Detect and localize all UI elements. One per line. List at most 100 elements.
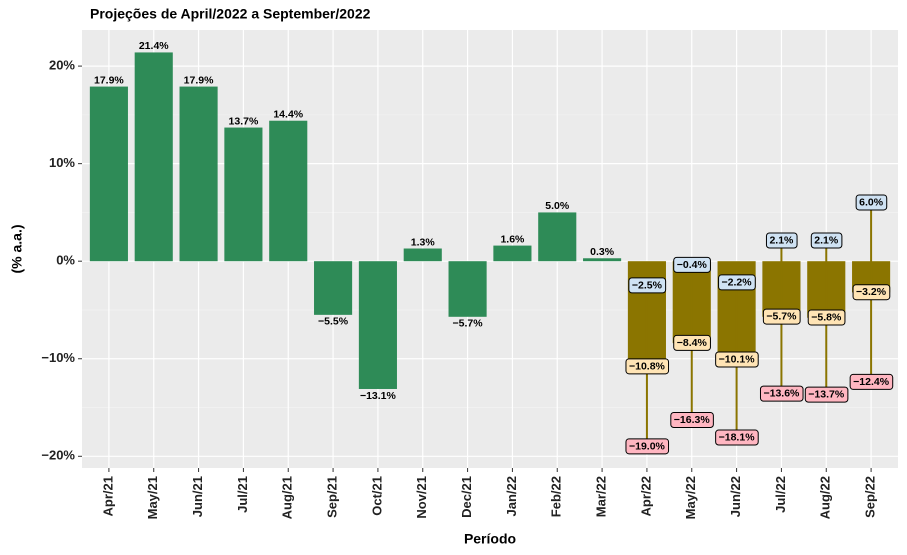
x-tick-label: May/21 [145, 476, 160, 519]
x-tick-label: Nov/21 [414, 476, 429, 519]
low-label: −13.6% [759, 385, 804, 402]
low-label: −16.3% [670, 411, 714, 428]
high-label: 6.0% [855, 194, 888, 211]
value-label-box [715, 351, 759, 368]
low-label: −18.1% [715, 429, 759, 446]
low-label: −13.6% [763, 388, 800, 400]
bar [179, 86, 218, 262]
high-label: 2.1% [769, 234, 794, 246]
x-tick-label: Feb/22 [549, 476, 564, 517]
x-tick-label: Jun/21 [190, 476, 205, 517]
value-label: −10.8% [625, 358, 670, 375]
bar [269, 120, 308, 262]
low-label-box [715, 429, 759, 446]
bar [224, 127, 263, 262]
high-label-box [765, 232, 798, 249]
x-tick-label: Apr/22 [638, 476, 653, 516]
low-label: −12.4% [849, 373, 894, 390]
value-label: −10.1% [715, 351, 759, 368]
value-label: −5.7% [453, 318, 484, 330]
value-label: −5.5% [318, 316, 349, 328]
value-label: −5.7% [762, 308, 801, 325]
value-label: −13.1% [360, 390, 397, 402]
low-label-box [804, 386, 849, 403]
x-tick-label: Aug/22 [818, 476, 833, 519]
value-label: −5.8% [807, 309, 846, 326]
value-label: 5.0% [545, 200, 570, 212]
y-tick-label: 10% [49, 155, 75, 170]
x-tick-label: Jun/22 [728, 476, 743, 517]
bar [403, 248, 442, 262]
y-tick-label: −20% [41, 448, 75, 463]
value-label: 14.4% [273, 109, 303, 121]
high-label-box [855, 194, 888, 211]
x-axis-title: Período [464, 531, 516, 547]
x-tick-label: Mar/22 [594, 476, 609, 517]
bar [583, 258, 622, 262]
bar [134, 52, 173, 262]
high-label: −2.2% [722, 276, 753, 288]
value-label: 0.3% [590, 246, 615, 258]
value-label: −3.2% [852, 284, 891, 301]
value-label: −10.8% [629, 360, 666, 372]
value-label: −5.8% [811, 312, 842, 324]
value-label: 1.3% [411, 236, 436, 248]
bar [493, 245, 532, 262]
bar [314, 261, 353, 315]
high-label: −0.4% [677, 259, 708, 271]
x-tick-label: Jul/21 [235, 476, 250, 513]
value-label: 1.6% [500, 233, 525, 245]
bar [358, 261, 397, 389]
value-label: 13.7% [229, 115, 259, 127]
low-label-box [849, 373, 894, 390]
high-label: 2.1% [814, 234, 839, 246]
low-label: −19.0% [625, 438, 670, 455]
high-label: 2.1% [810, 232, 843, 249]
value-label-box [625, 358, 670, 375]
low-label: −13.7% [808, 389, 845, 401]
value-label: −5.7% [766, 311, 797, 323]
low-label: −18.1% [719, 432, 756, 444]
low-label-box [670, 411, 714, 428]
x-tick-label: Jul/22 [773, 476, 788, 513]
value-label: −8.4% [673, 334, 711, 351]
y-tick-label: −10% [41, 350, 75, 365]
value-label: −8.4% [677, 337, 708, 349]
x-tick-label: May/22 [683, 476, 698, 519]
value-label: −10.1% [719, 354, 756, 366]
value-label: −3.2% [856, 286, 887, 298]
high-label-box [628, 277, 667, 294]
value-label: 17.9% [94, 74, 124, 86]
x-tick-label: Jan/22 [504, 476, 519, 516]
high-label: 2.1% [765, 232, 798, 249]
value-label-box [852, 284, 891, 301]
high-label: −2.5% [632, 279, 663, 291]
value-label: 21.4% [139, 40, 169, 52]
high-label: −0.4% [673, 256, 711, 273]
high-label-box [718, 274, 756, 291]
bar [89, 86, 128, 262]
high-label-box [810, 232, 843, 249]
bar [448, 261, 487, 317]
value-label: 17.9% [184, 74, 214, 86]
value-label-box [673, 334, 711, 351]
x-tick-label: Sep/22 [863, 476, 878, 518]
low-label: −16.3% [674, 414, 711, 426]
low-label: −13.7% [804, 386, 849, 403]
value-label-box [807, 309, 846, 326]
y-axis-title: (% a.a.) [9, 224, 25, 273]
x-tick-label: Apr/21 [100, 476, 115, 516]
chart-title: Projeções de April/2022 a September/2022 [90, 6, 371, 22]
bar [538, 212, 577, 262]
value-label-box [762, 308, 801, 325]
low-label: −12.4% [853, 376, 890, 388]
high-label: −2.5% [628, 277, 667, 294]
x-tick-label: Aug/21 [280, 476, 295, 519]
high-label: −2.2% [718, 274, 756, 291]
low-label-box [759, 385, 804, 402]
high-label: 6.0% [859, 196, 884, 208]
high-label-box [673, 256, 711, 273]
x-tick-label: Sep/21 [325, 476, 340, 518]
